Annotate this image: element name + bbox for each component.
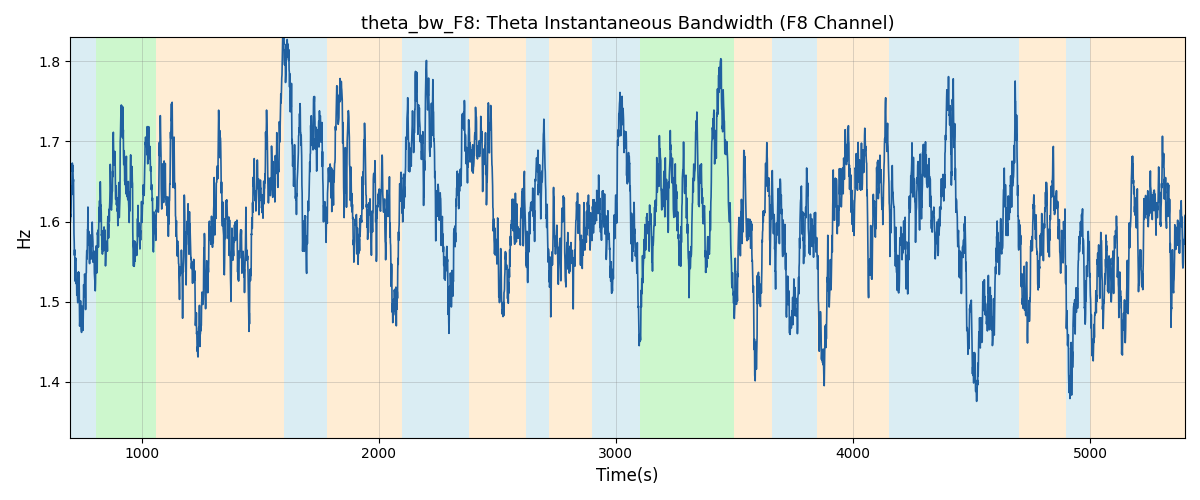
Bar [96, 38, 156, 438]
Bar [156, 38, 284, 438]
Bar [888, 38, 1019, 438]
Bar [640, 38, 734, 438]
Bar [1090, 38, 1186, 438]
Bar [1019, 38, 1067, 438]
Bar [773, 38, 817, 438]
Bar [1067, 38, 1090, 438]
Bar [326, 38, 402, 438]
Bar [469, 38, 526, 438]
Bar [817, 38, 888, 438]
X-axis label: Time(s): Time(s) [596, 467, 659, 485]
Y-axis label: Hz: Hz [14, 227, 32, 248]
Bar [592, 38, 640, 438]
Bar [284, 38, 326, 438]
Bar [734, 38, 773, 438]
Bar [71, 38, 96, 438]
Title: theta_bw_F8: Theta Instantaneous Bandwidth (F8 Channel): theta_bw_F8: Theta Instantaneous Bandwid… [361, 15, 894, 34]
Bar [402, 38, 469, 438]
Bar [550, 38, 592, 438]
Bar [526, 38, 550, 438]
